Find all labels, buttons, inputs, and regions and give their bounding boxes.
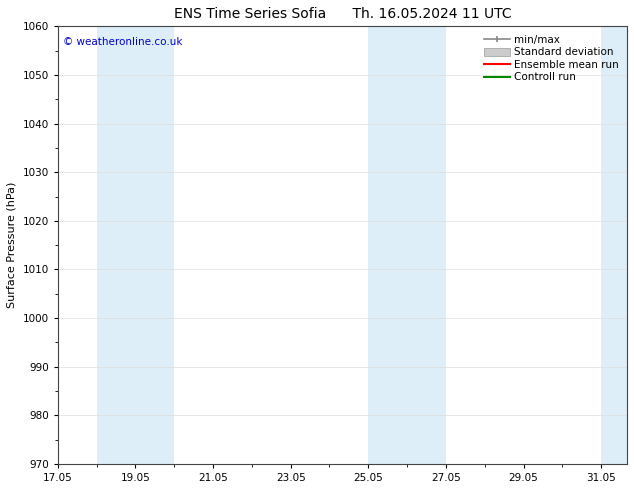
Bar [601,26,627,464]
Bar [368,26,446,464]
Legend: min/max, Standard deviation, Ensemble mean run, Controll run: min/max, Standard deviation, Ensemble me… [481,31,622,86]
Y-axis label: Surface Pressure (hPa): Surface Pressure (hPa) [7,182,17,308]
Bar [96,26,174,464]
Title: ENS Time Series Sofia      Th. 16.05.2024 11 UTC: ENS Time Series Sofia Th. 16.05.2024 11 … [174,7,511,21]
Text: © weatheronline.co.uk: © weatheronline.co.uk [63,37,183,47]
